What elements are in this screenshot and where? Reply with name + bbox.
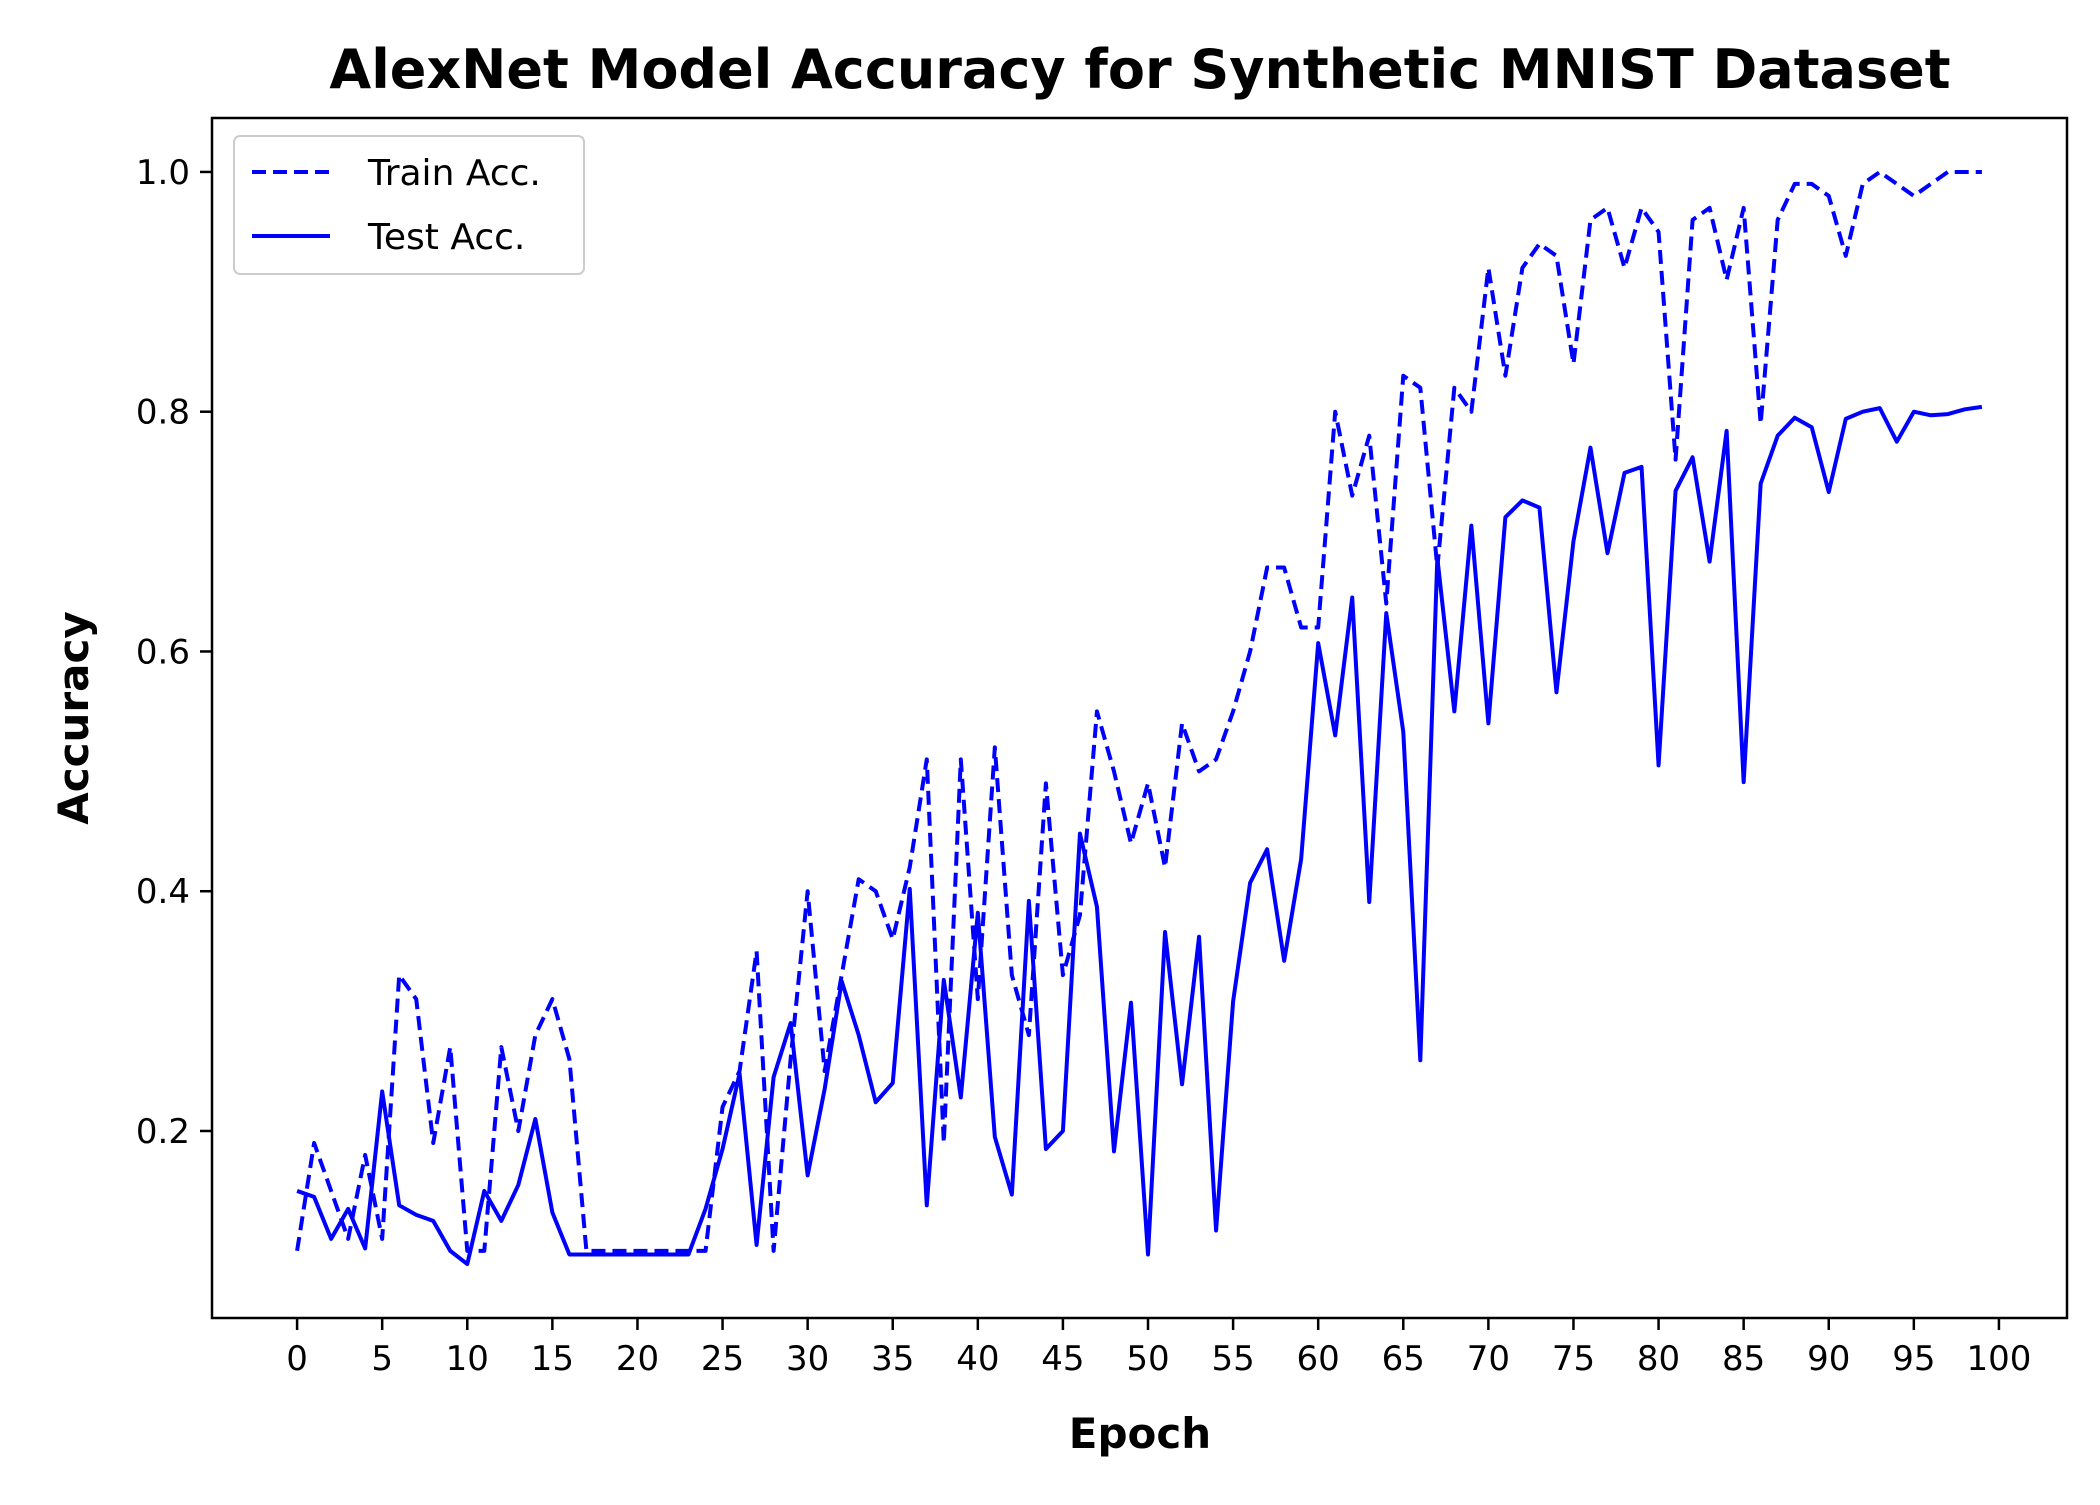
x-tick-label: 95 [1892,1339,1935,1379]
x-tick-label: 100 [1966,1339,2031,1379]
legend-train-label: Train Acc. [367,153,541,194]
y-tick-label: 0.8 [136,393,190,433]
x-tick-label: 10 [446,1339,489,1379]
y-tick-label: 0.2 [136,1112,190,1152]
y-tick-label: 0.6 [136,632,190,672]
x-tick-label: 25 [701,1339,744,1379]
x-tick-label: 55 [1211,1339,1254,1379]
x-tick-label: 0 [286,1339,308,1379]
x-tick-label: 15 [531,1339,574,1379]
y-tick-label: 1.0 [136,153,190,193]
x-tick-label: 85 [1722,1339,1765,1379]
x-tick-label: 90 [1807,1339,1850,1379]
y-tick-label: 0.4 [136,872,190,912]
x-tick-label: 80 [1637,1339,1680,1379]
x-tick-label: 50 [1126,1339,1169,1379]
x-tick-label: 20 [616,1339,659,1379]
legend-test-label: Test Acc. [367,217,525,258]
chart-title: AlexNet Model Accuracy for Synthetic MNI… [329,38,1950,101]
x-tick-label: 30 [786,1339,829,1379]
x-tick-label: 5 [371,1339,393,1379]
x-tick-label: 65 [1382,1339,1425,1379]
x-axis-label: Epoch [1069,1409,1211,1458]
x-tick-label: 45 [1041,1339,1084,1379]
y-axis-label: Accuracy [49,611,98,825]
x-tick-label: 35 [871,1339,914,1379]
x-tick-label: 75 [1552,1339,1595,1379]
x-tick-label: 60 [1297,1339,1340,1379]
x-tick-label: 40 [956,1339,999,1379]
legend: Train Acc. Test Acc. [234,136,584,274]
x-tick-label: 70 [1467,1339,1510,1379]
